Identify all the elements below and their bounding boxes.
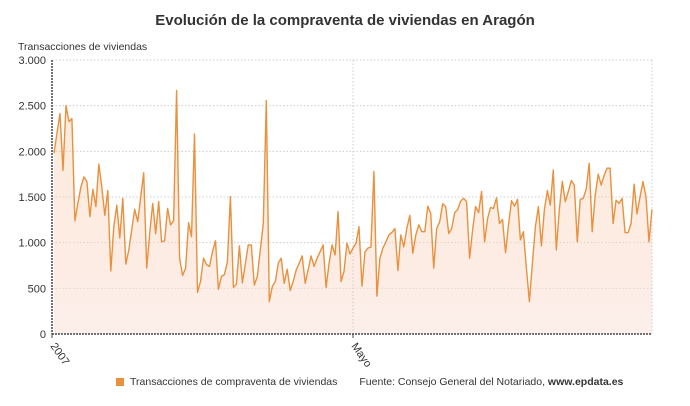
y-axis-label: Transacciones de viviendas — [18, 41, 148, 53]
source-text: Fuente: Consejo General del Notariado, — [359, 376, 548, 388]
area-fill — [54, 90, 652, 334]
y-tick-label: 2.000 — [18, 146, 46, 158]
chart-title: Evolución de la compraventa de viviendas… — [155, 12, 535, 29]
y-tick-label: 1.500 — [18, 192, 46, 204]
series-line — [53, 89, 653, 303]
source-note: Fuente: Consejo General del Notariado, w… — [359, 376, 623, 388]
y-tick-label: 500 — [28, 283, 46, 295]
y-tick-label: 1.000 — [18, 238, 46, 250]
legend-label: Transacciones de compraventa de vivienda… — [130, 376, 338, 388]
x-tick-label: 2007 — [48, 341, 72, 368]
legend: Transacciones de compraventa de vivienda… — [116, 376, 623, 388]
x-tick-label: Mayo — [349, 341, 374, 370]
source-site: www.epdata.es — [547, 376, 624, 388]
y-tick-label: 0 — [40, 329, 46, 341]
y-tick-label: 3.000 — [18, 55, 46, 67]
y-tick-label: 2.500 — [18, 101, 46, 113]
legend-swatch — [116, 378, 124, 386]
